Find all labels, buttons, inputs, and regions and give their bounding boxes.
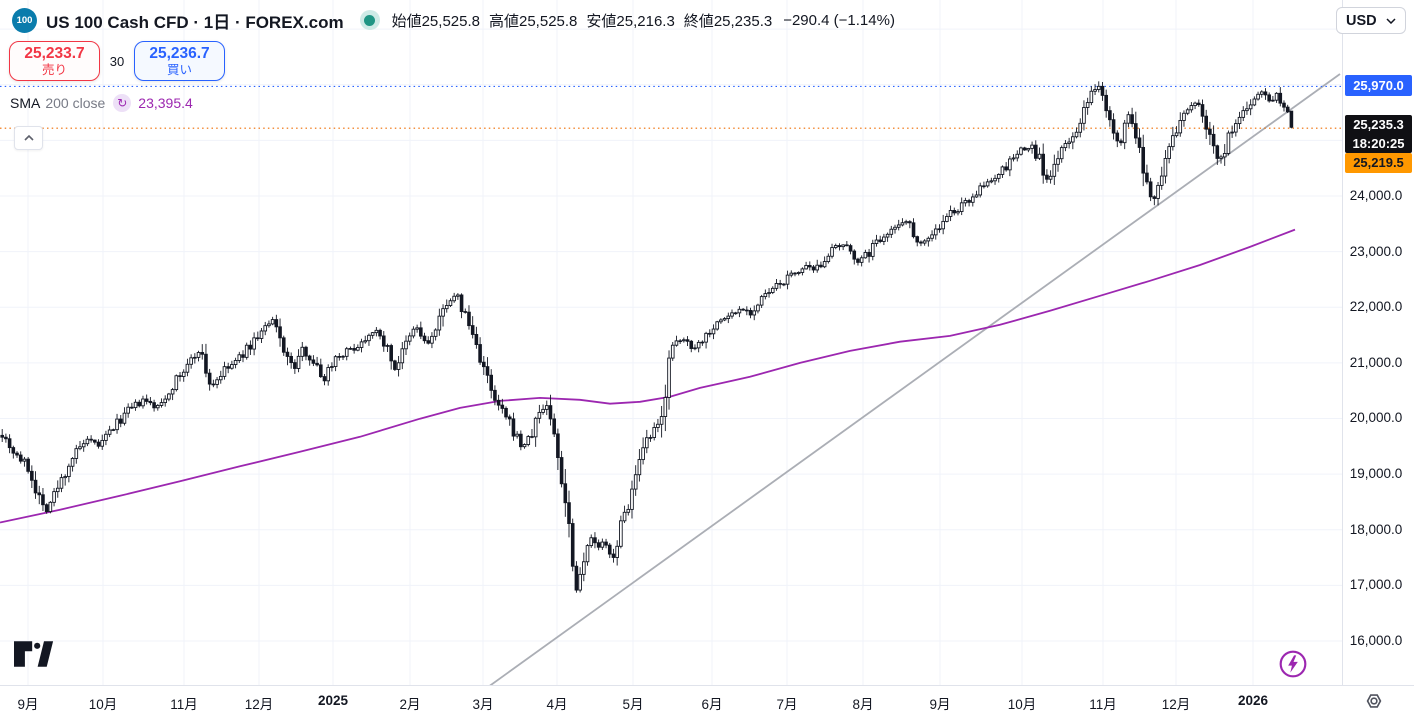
x-axis-label: 2月 bbox=[399, 697, 421, 712]
market-status-icon bbox=[359, 10, 380, 30]
x-axis-label: 12月 bbox=[244, 697, 274, 712]
x-axis-label: 9月 bbox=[17, 697, 39, 712]
price-scale[interactable]: 24,000.0 23,000.0 22,000.0 21,000.0 20,000.0… bbox=[1342, 0, 1414, 685]
lightning-icon[interactable] bbox=[1278, 649, 1308, 679]
buy-price: 25,236.7 bbox=[149, 44, 210, 62]
y-axis-label: 17,000.0 bbox=[1349, 577, 1403, 593]
x-axis-label: 2025 bbox=[317, 693, 349, 708]
sell-price: 25,233.7 bbox=[24, 44, 85, 62]
currency-value: USD bbox=[1346, 12, 1377, 29]
level-lines-layer bbox=[0, 85, 1342, 129]
y-axis-label: 16,000.0 bbox=[1349, 632, 1403, 648]
close-label: 終値 bbox=[683, 12, 714, 30]
trend-line[interactable] bbox=[470, 73, 1341, 685]
price-scale-chip-line: 18:20:25 bbox=[1352, 136, 1405, 151]
symbol-logo-badge: 100 bbox=[12, 7, 37, 33]
y-axis-label: 23,000.0 bbox=[1349, 243, 1403, 259]
buy-button[interactable]: 25,236.7 買い bbox=[134, 41, 225, 81]
indicator-legend[interactable]: SMA 200 close ↻ 23,395.4 bbox=[10, 94, 193, 112]
x-axis-label: 6月 bbox=[701, 697, 723, 712]
x-axis-label: 5月 bbox=[622, 697, 644, 712]
buy-label: 買い bbox=[166, 62, 192, 77]
x-axis-label: 9月 bbox=[929, 697, 951, 712]
ohlc-values: 始値25,525.8 高値25,525.8 安値25,216.3 終値25,23… bbox=[392, 10, 895, 31]
time-scale[interactable]: 9月 10月 11月 12月 2025 2月 3月 4月 5月 6月 7月 8月 9月 10月 11月 12月… bbox=[0, 685, 1414, 716]
spread-value: 30 bbox=[109, 53, 125, 69]
tradingview-logo[interactable] bbox=[14, 640, 54, 668]
chevron-up-icon bbox=[23, 134, 34, 141]
indicator-value: 23,395.4 bbox=[138, 95, 193, 111]
x-axis-label: 7月 bbox=[776, 697, 798, 712]
high-label: 高値 bbox=[488, 12, 519, 30]
chart-settings-icon[interactable] bbox=[1362, 690, 1386, 712]
y-axis-label: 18,000.0 bbox=[1349, 521, 1403, 537]
x-axis-label: 10月 bbox=[1007, 697, 1037, 712]
price-scale-chip: 25,970.0 bbox=[1345, 75, 1412, 96]
y-axis-label: 20,000.0 bbox=[1349, 410, 1403, 426]
indicator-loading-icon: ↻ bbox=[113, 94, 132, 112]
price-scale-chip-line: 25,970.0 bbox=[1353, 78, 1404, 93]
low-label: 安値 bbox=[586, 12, 617, 30]
symbol-title[interactable]: US 100 Cash CFD · 1日 · FOREX.com bbox=[46, 12, 344, 32]
x-axis-label: 11月 bbox=[170, 697, 198, 712]
x-axis-label: 11月 bbox=[1089, 697, 1117, 712]
y-axis-label: 19,000.0 bbox=[1349, 466, 1403, 482]
open-value: 25,525.8 bbox=[421, 12, 480, 30]
x-axis-label: 4月 bbox=[546, 697, 568, 712]
chart-header: 100 US 100 Cash CFD · 1日 · FOREX.com 始値2… bbox=[0, 0, 1342, 40]
low-value: 25,216.3 bbox=[616, 12, 675, 30]
x-axis-label: 12月 bbox=[1161, 697, 1191, 712]
close-value: 25,235.3 bbox=[713, 12, 773, 30]
indicator-params: 200 close bbox=[45, 95, 106, 111]
x-axis-label: 8月 bbox=[852, 697, 874, 712]
sma-line[interactable] bbox=[0, 228, 1296, 524]
y-axis-label: 22,000.0 bbox=[1349, 299, 1403, 315]
open-label: 始値 bbox=[391, 12, 422, 30]
price-chart[interactable] bbox=[0, 0, 1342, 685]
high-value: 25,525.8 bbox=[519, 12, 578, 30]
indicator-name: SMA bbox=[10, 95, 41, 111]
price-scale-chip-line: 25,235.3 bbox=[1353, 117, 1404, 132]
sell-label: 売り bbox=[41, 62, 67, 77]
price-scale-chip: 25,235.3 18:20:25 bbox=[1345, 115, 1412, 153]
grid-layer bbox=[0, 0, 1342, 685]
x-axis-label: 10月 bbox=[88, 697, 118, 712]
legend-collapse-button[interactable] bbox=[14, 126, 43, 150]
change-value: −290.4 (−1.14%) bbox=[783, 11, 895, 29]
currency-selector[interactable]: USD bbox=[1336, 7, 1406, 34]
candles-layer bbox=[0, 81, 1294, 593]
x-axis-label: 3月 bbox=[472, 697, 494, 712]
price-scale-chip: 25,219.5 bbox=[1345, 153, 1412, 173]
x-axis-label: 2026 bbox=[1237, 693, 1269, 708]
trade-panel: 25,233.7 売り 30 25,236.7 買い bbox=[9, 41, 225, 81]
y-axis-label: 21,000.0 bbox=[1349, 354, 1403, 370]
sell-button[interactable]: 25,233.7 売り bbox=[9, 41, 100, 81]
y-axis-label: 24,000.0 bbox=[1349, 188, 1403, 203]
price-scale-chip-line: 25,219.5 bbox=[1353, 155, 1404, 170]
chevron-down-icon bbox=[1386, 17, 1396, 24]
